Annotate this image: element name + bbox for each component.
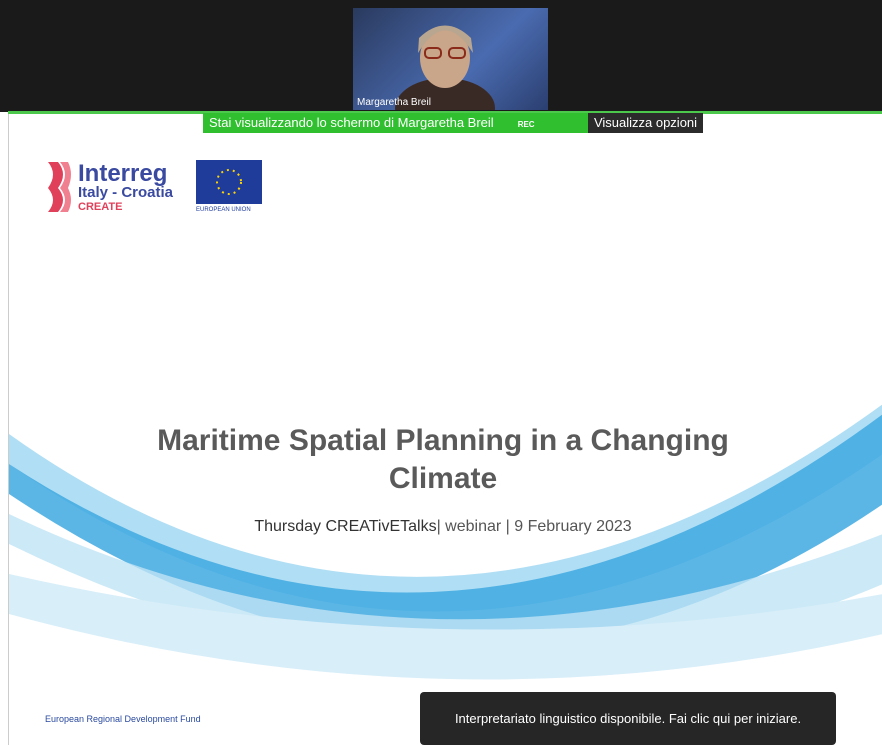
- slide-subtitle: Thursday CREATivETalks| webinar | 9 Febr…: [150, 518, 736, 536]
- slide-footer: European Regional Development Fund: [45, 714, 201, 724]
- slide-title: Maritime Spatial Planning in a Changing …: [150, 422, 736, 498]
- eu-label: EUROPEAN UNION: [196, 207, 251, 213]
- share-text: Stai visualizzando lo schermo di Margare…: [209, 115, 494, 130]
- view-options-button[interactable]: Visualizza opzioni: [588, 113, 703, 133]
- rec-indicator: REC: [518, 120, 535, 129]
- interpretation-toast[interactable]: Interpretariato linguistico disponibile.…: [420, 692, 836, 745]
- logo-project: CREATE: [78, 201, 122, 213]
- share-banner: Stai visualizzando lo schermo di Margare…: [203, 113, 588, 133]
- video-tile[interactable]: Margaretha Breil: [353, 8, 548, 110]
- participant-name: Margaretha Breil: [357, 97, 431, 108]
- subtitle-rest: | webinar | 9 February 2023: [437, 518, 632, 535]
- participant-avatar: [353, 8, 548, 110]
- eu-flag: [196, 160, 262, 204]
- logo-program: Italy - Croatia: [78, 184, 173, 201]
- interreg-mark: [44, 160, 74, 215]
- page: Margaretha Breil Interreg Italy - Croati…: [0, 0, 882, 745]
- subtitle-bold: Thursday CREATivETalks: [254, 518, 436, 535]
